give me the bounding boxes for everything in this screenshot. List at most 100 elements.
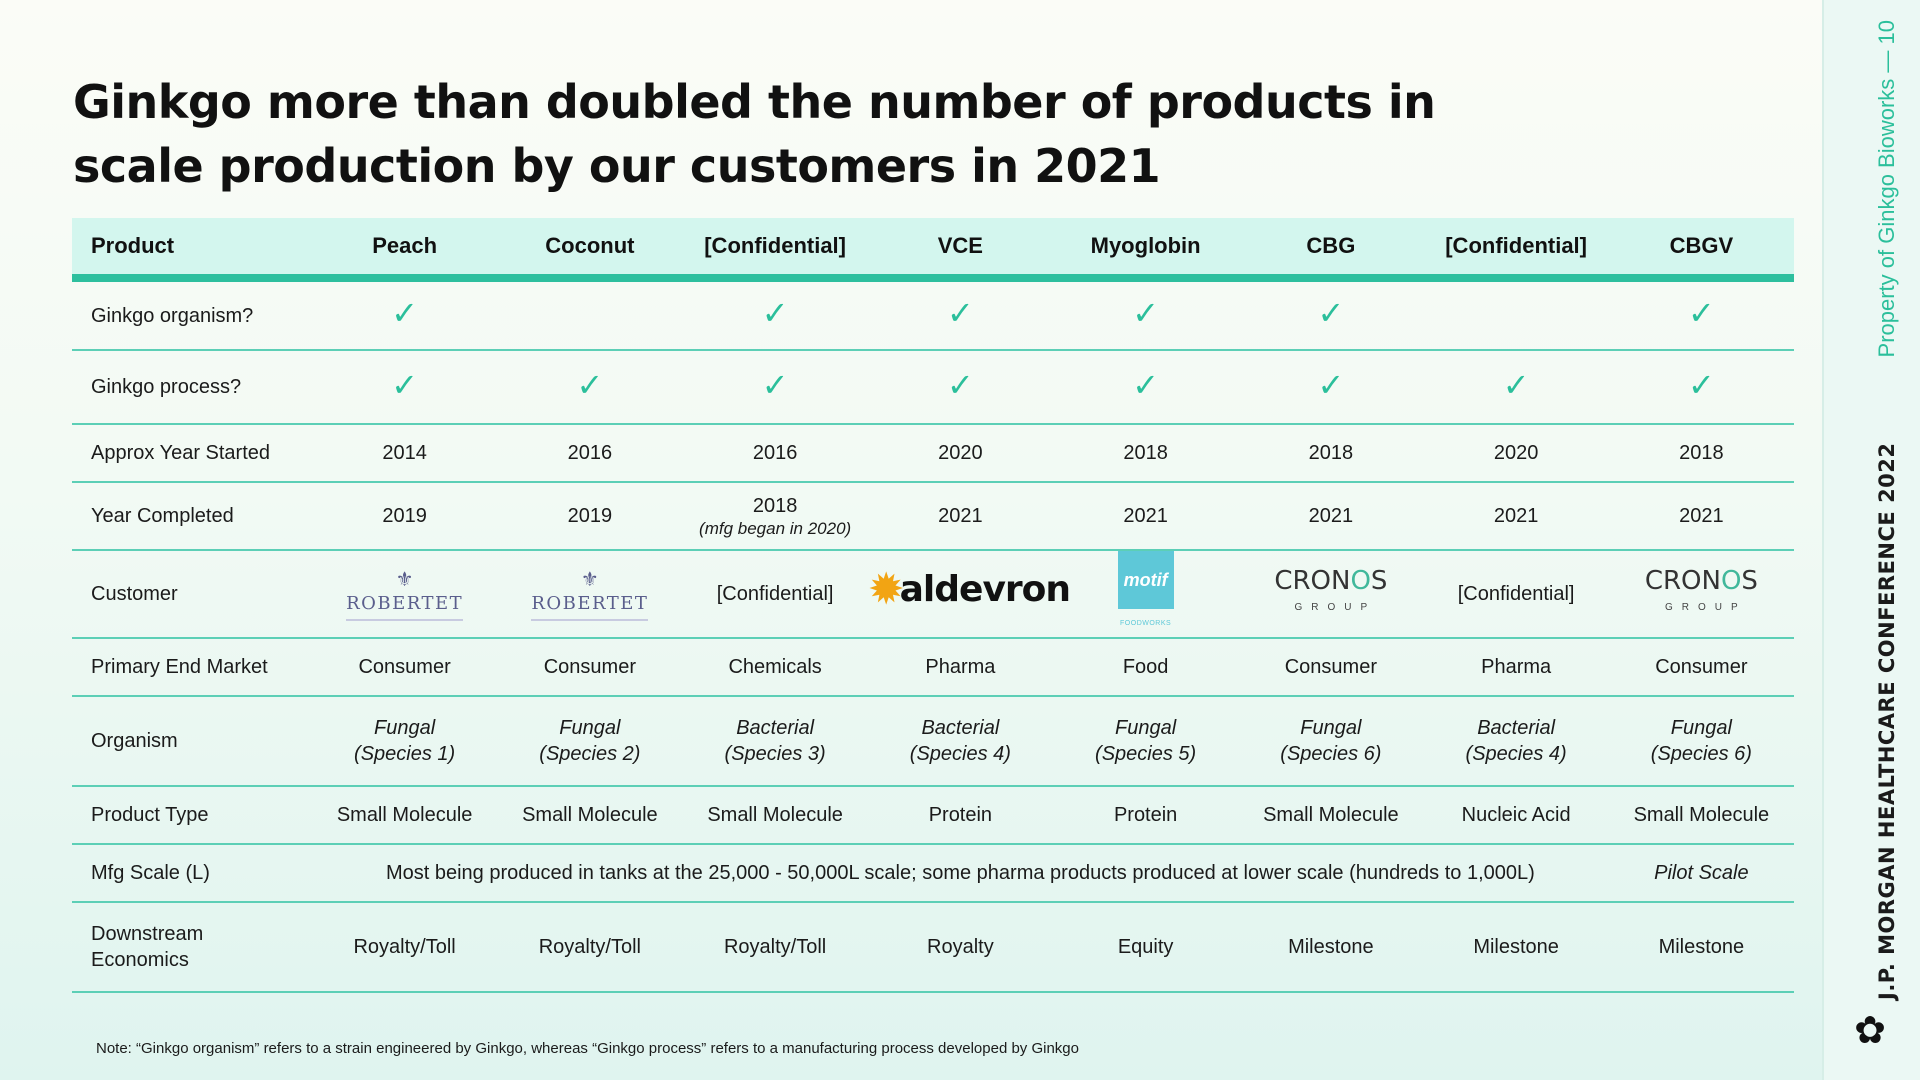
checkmark-icon: ✓ [391,365,419,404]
end-market-cell: Consumer [1238,638,1424,697]
product-type-cell: Protein [1053,786,1239,845]
year-started-cell: 2020 [867,424,1053,483]
customer-cell: ⚜ ROBERTET [312,550,498,639]
economics-cell: Royalty/Toll [312,902,498,993]
organism-type: Fungal [1300,717,1362,739]
organism-cell: Bacterial (Species 4) [1423,696,1609,787]
title-line-2: scale production by our customers in 202… [73,139,1161,193]
row-label: Downstream Economics [72,902,312,993]
year-completed-cell: 2021 [1053,482,1239,551]
organism-check-cell: ✓ [1608,278,1794,351]
organism-type: Bacterial [1477,717,1556,739]
product-type-cell: Small Molecule [682,786,868,845]
organism-check-cell [497,278,683,351]
process-check-cell: ✓ [1608,350,1794,425]
robertet-crest-icon: ⚜ [580,567,599,591]
cronos-logo-group: GROUP [1665,602,1747,613]
organism-check-cell: ✓ [312,278,498,351]
organism-species: (Species 3) [724,743,826,765]
economics-cell: Milestone [1423,902,1609,993]
property-label: Property of Ginkgo Bioworks — 10 [1874,20,1899,358]
process-check-cell: ✓ [312,350,498,425]
checkmark-icon: ✓ [1132,365,1160,404]
customer-cell: CRONOS GROUP [1238,550,1424,639]
mfg-scale-merged-cell: Most being produced in tanks at the 25,0… [312,844,1609,903]
row-label: Customer [72,550,312,639]
organism-species: (Species 2) [539,743,641,765]
year-completed-cell: 2019 [312,482,498,551]
header-product: CBGV [1608,218,1794,282]
robertet-logo: ⚜ ROBERTET [531,567,649,621]
header-product: Peach [312,218,498,282]
organism-type: Fungal [374,717,436,739]
aldevron-logo: ✹ aldevron [868,568,1071,612]
product-type-cell: Small Molecule [1238,786,1424,845]
checkmark-icon: ✓ [1317,365,1345,404]
motif-logo-text: motif [1117,551,1174,609]
row-economics: Downstream Economics Royalty/Toll Royalty… [72,902,1794,993]
checkmark-icon: ✓ [1687,365,1715,404]
header-product: Coconut [497,218,683,282]
organism-cell: Bacterial (Species 4) [867,696,1053,787]
customer-cell: [Confidential] [1423,550,1609,639]
robertet-logo-text: ROBERTET [531,591,649,621]
cronos-logo-group: GROUP [1294,602,1377,613]
customer-cell: ✹ aldevron [867,550,1071,639]
header-product: CBG [1238,218,1424,282]
mfg-scale-pilot-cell: Pilot Scale [1608,844,1794,903]
organism-check-cell: ✓ [867,278,1053,351]
economics-cell: Royalty/Toll [497,902,683,993]
process-check-cell: ✓ [682,350,868,425]
year-started-cell: 2018 [1238,424,1424,483]
process-check-cell: ✓ [497,350,683,425]
checkmark-icon: ✓ [1132,294,1160,332]
organism-type: Fungal [1670,717,1732,739]
slide: Ginkgo more than doubled the number of p… [72,70,1794,1057]
year-started-cell: 2016 [682,424,868,483]
organism-type: Bacterial [921,717,1000,739]
end-market-cell: Food [1053,638,1239,697]
year-completed-cell: 2021 [1423,482,1609,551]
organism-species: (Species 6) [1650,743,1752,765]
organism-check-cell: ✓ [682,278,868,351]
motif-logo-sub: FOODWORKS [1120,620,1172,627]
organism-check-cell: ✓ [1053,278,1239,351]
end-market-cell: Pharma [867,638,1053,697]
checkmark-icon: ✓ [761,365,789,404]
customer-cell: motif FOODWORKS [1053,550,1239,639]
year-completed-cell: 2021 [1608,482,1794,551]
end-market-cell: Consumer [497,638,683,697]
year-started-cell: 2014 [312,424,498,483]
year-started-cell: 2016 [497,424,683,483]
end-market-cell: Chemicals [682,638,868,697]
ginkgo-logo-icon: ✿ [1854,1008,1886,1052]
organism-check-cell: ✓ [1238,278,1424,351]
cronos-logo: CRONOS GROUP [1645,567,1758,621]
motif-logo: motif FOODWORKS [1117,551,1174,637]
cronos-logo: CRONOS GROUP [1274,567,1387,621]
row-year-completed: Year Completed 2019 2019 2018 (mfg began… [72,482,1794,551]
checkmark-icon: ✓ [761,294,789,332]
aldevron-logo-text: aldevron [899,569,1071,610]
organism-cell: Fungal (Species 2) [497,696,683,787]
economics-cell: Milestone [1238,902,1424,993]
organism-cell: Fungal (Species 6) [1238,696,1424,787]
end-market-cell: Consumer [312,638,498,697]
row-mfg-scale: Mfg Scale (L) Most being produced in tan… [72,844,1794,903]
row-end-market: Primary End Market Consumer Consumer Che… [72,638,1794,697]
row-year-started: Approx Year Started 2014 2016 2016 2020 … [72,424,1794,483]
cronos-logo-text: CRONOS [1644,566,1758,596]
checkmark-icon: ✓ [1317,294,1345,332]
row-label: Year Completed [72,482,312,551]
title-line-1: Ginkgo more than doubled the number of p… [73,75,1436,129]
organism-species: (Species 4) [1465,743,1567,765]
year-completed-note: (mfg began in 2020) [699,519,852,538]
organism-cell: Fungal (Species 5) [1053,696,1239,787]
row-customer: Customer ⚜ ROBERTET ⚜ ROBERTET [Confid [72,550,1794,639]
year-completed-cell: 2019 [497,482,683,551]
organism-species: (Species 4) [909,743,1011,765]
process-check-cell: ✓ [867,350,1053,425]
table-header-row: Product Peach Coconut [Confidential] VCE… [72,218,1794,282]
slide-title: Ginkgo more than doubled the number of p… [73,70,1473,198]
row-label: Approx Year Started [72,424,312,483]
